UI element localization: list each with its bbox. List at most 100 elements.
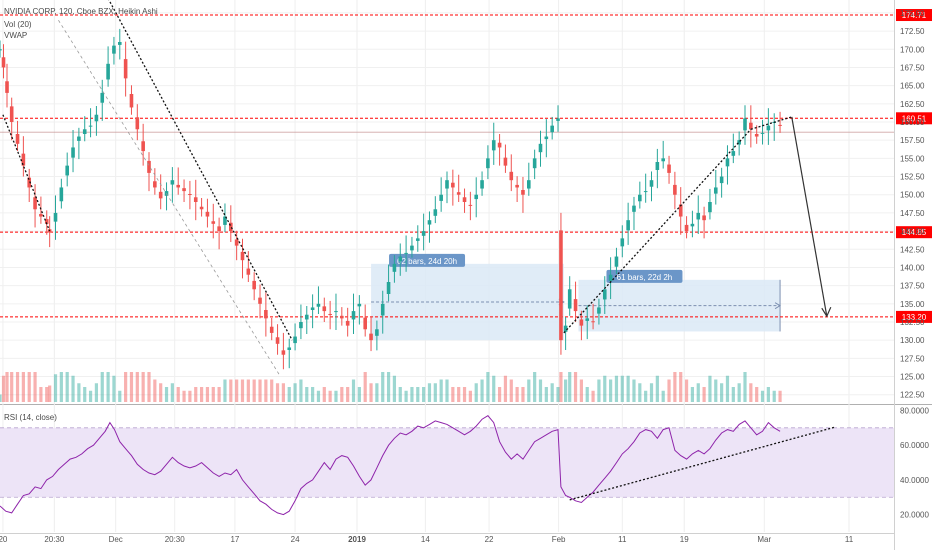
price-tick-label: 135.00 (900, 300, 925, 309)
volume-bar (445, 379, 449, 402)
candle-body (749, 122, 753, 130)
volume-bar (299, 379, 303, 402)
volume-bar (15, 372, 20, 402)
volume-bar (585, 387, 589, 402)
time-tick-label: 2019 (348, 535, 366, 544)
candle-body (199, 206, 204, 210)
candle-body (328, 314, 332, 315)
level-label: 160.51 (902, 114, 927, 123)
candle-body (778, 124, 782, 126)
volume-bar (164, 387, 169, 402)
candle-body (304, 314, 309, 320)
candle-body (696, 212, 701, 220)
candle-body (65, 165, 69, 176)
candle-body (223, 216, 227, 225)
candle-body (678, 204, 683, 217)
candle-body (591, 321, 595, 323)
volume-bar (474, 383, 478, 402)
volume-bar (509, 379, 513, 402)
level-label: 174.71 (902, 11, 927, 20)
rsi-band (0, 427, 894, 498)
volume-bar (275, 383, 280, 402)
time-tick-label: 24 (291, 535, 300, 544)
candle-body (299, 322, 303, 329)
volume-bar (404, 390, 408, 402)
volume-bar (328, 390, 332, 402)
time-tick-label: 11 (618, 535, 627, 544)
time-tick-label: 22 (485, 535, 494, 544)
volume-bar (743, 372, 747, 402)
candle-body (193, 197, 198, 202)
volume-bar (521, 387, 525, 402)
candle-body (410, 245, 414, 251)
candle-body (182, 188, 186, 192)
volume-bar (714, 379, 718, 402)
candle-body (445, 180, 449, 189)
candle-body (474, 194, 479, 200)
forecast-arrow (791, 116, 828, 317)
candle-body (538, 143, 543, 153)
candle-body (380, 303, 385, 316)
volume-bar (480, 379, 484, 402)
candle-body (567, 289, 572, 309)
volume-bar (369, 383, 373, 402)
candle-body (579, 319, 584, 326)
candle-body (39, 214, 43, 217)
trendline (2, 114, 51, 232)
volume-bar (559, 372, 563, 402)
volume-bar (375, 383, 379, 402)
volume-bar (696, 383, 700, 402)
volume-bar (53, 374, 58, 402)
volume-bar (293, 383, 297, 402)
volume-bar (363, 372, 367, 402)
volume-bar (772, 390, 776, 402)
candle-body (643, 191, 648, 193)
volume-bar (644, 390, 648, 402)
candle-body (509, 171, 514, 181)
trendline (750, 116, 792, 130)
volume-bar (684, 379, 689, 402)
volume-bar (760, 390, 765, 402)
volume-bar (316, 390, 321, 402)
volume-bar (731, 387, 735, 402)
candle-body (1, 57, 6, 68)
volume-bar (503, 375, 508, 402)
volume-bar (591, 390, 595, 402)
volume-bar (0, 394, 2, 402)
candle-body (211, 221, 216, 224)
rsi-tick-label: 60.0000 (900, 441, 929, 450)
volume-bar (410, 387, 414, 402)
volume-bar (240, 379, 245, 402)
candle-body (88, 125, 93, 127)
price-tick-label: 137.50 (900, 282, 925, 291)
volume-bar (725, 375, 730, 402)
time-tick-label: 11 (845, 535, 854, 544)
volume-bar (515, 387, 519, 402)
time-tick-label: 17 (230, 535, 239, 544)
candle-body (760, 132, 765, 134)
volume-bar (5, 372, 9, 402)
volume-bar (176, 387, 180, 402)
volume-bar (65, 372, 69, 402)
volume-bar (609, 379, 613, 402)
candle-body (597, 307, 601, 314)
candle-body (532, 158, 537, 169)
candle-body (340, 315, 344, 319)
candle-body (351, 311, 356, 320)
candle-body (275, 337, 280, 344)
volume-bar (205, 387, 210, 402)
volume-bar (398, 387, 402, 402)
price-tick-label: 172.50 (900, 27, 925, 36)
candle-body (170, 180, 175, 185)
candle-body (53, 212, 58, 222)
volume-bar (661, 390, 665, 402)
candle-body (234, 239, 239, 246)
volume-bar (346, 387, 350, 402)
volume-bar (112, 375, 116, 402)
volume-bar (106, 372, 110, 402)
candle-body (27, 177, 32, 188)
volume-bar (135, 372, 139, 402)
candle-body (82, 129, 87, 134)
volume-bar (1, 375, 6, 402)
